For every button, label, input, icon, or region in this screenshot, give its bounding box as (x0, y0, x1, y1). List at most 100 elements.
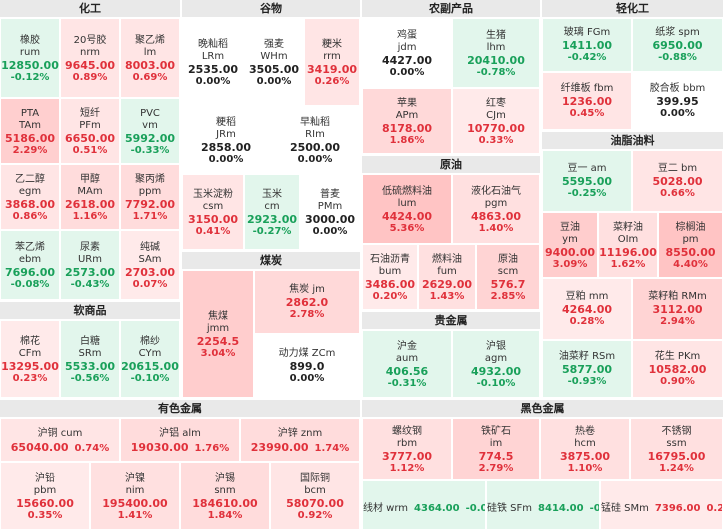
quote-cell[interactable]: 沪铜 cum 65040.00 0.74% (0, 418, 120, 462)
quote-cell[interactable]: 20号胶 nrm 9645.00 0.89% (60, 18, 120, 98)
instrument-code: rum (19, 47, 41, 58)
quote-cell[interactable]: 普麦 PMm 3000.00 0.00% (300, 174, 360, 250)
quote-cell[interactable]: 沪铅 pbm 15660.00 0.35% (0, 462, 90, 530)
quote-cell[interactable]: 棉纱 CYm 20615.00 -0.10% (120, 320, 180, 398)
instrument-name: 聚丙烯 (135, 174, 165, 185)
quote-cell[interactable]: 粳米 rrm 3419.00 0.26% (304, 18, 360, 106)
quote-cell[interactable]: 豆二 bm 5028.00 0.66% (632, 150, 723, 212)
quote-cell[interactable]: 花生 PKm 10582.00 0.90% (632, 340, 723, 398)
quote-cell[interactable]: PTA TAm 5186.00 2.29% (0, 98, 60, 164)
quote-cell[interactable]: 液化石油气 pgm 4863.00 1.40% (452, 174, 540, 244)
quote-cell[interactable]: 燃料油 fum 2629.00 1.43% (418, 244, 476, 310)
instrument-name: 沪银 (486, 341, 506, 352)
quote-cell[interactable]: 螺纹钢 rbm 3777.00 1.12% (362, 418, 452, 480)
quote-cell[interactable]: 玉米淀粉 csm 3150.00 0.41% (182, 174, 244, 250)
change-percent: 0.00% (660, 108, 695, 119)
quote-cell[interactable]: 原油 scm 576.7 2.85% (476, 244, 540, 310)
quote-cell[interactable]: 鸡蛋 jdm 4427.00 0.00% (362, 18, 452, 88)
last-price: 9400.00 (544, 246, 596, 259)
last-price: 20410.00 (467, 54, 525, 67)
quote-cell[interactable]: 不锈钢 ssm 16795.00 1.24% (630, 418, 723, 480)
quote-cell[interactable]: 硅铁 SFm 8414.00 -0.14% (486, 480, 600, 530)
quote-cell[interactable]: 石油沥青 bum 3486.00 0.20% (362, 244, 418, 310)
last-price: 58070.00 (286, 497, 344, 510)
quote-cell[interactable]: 纤维板 fbm 1236.00 0.45% (542, 72, 632, 130)
quote-cell[interactable]: 尿素 URm 2573.00 -0.43% (60, 230, 120, 300)
quote-cell[interactable]: 线材 wrm 4364.00 -0.09% (362, 480, 486, 530)
quote-cell[interactable]: 强麦 WHm 3505.00 0.00% (244, 18, 304, 106)
quote-cell[interactable]: 铁矿石 im 774.5 2.79% (452, 418, 540, 480)
quote-cell[interactable]: 纯碱 SAm 2703.00 0.07% (120, 230, 180, 300)
quote-cell[interactable]: 沪锡 snm 184610.00 1.84% (180, 462, 270, 530)
change-percent: -0.78% (476, 67, 516, 78)
change-percent: -0.25% (567, 188, 607, 199)
quote-cell[interactable]: 沪镍 nim 195400.00 1.41% (90, 462, 180, 530)
quote-cell[interactable]: 菜籽油 OIm 11196.00 1.62% (598, 212, 658, 278)
quote-cell[interactable]: 豆粕 mm 4264.00 0.28% (542, 278, 632, 340)
instrument-code: agm (484, 353, 508, 364)
quote-cell[interactable]: PVC vm 5992.00 -0.33% (120, 98, 180, 164)
instrument-name: 纸浆 spm (655, 27, 700, 38)
quote-cell[interactable]: 玻璃 FGm 1411.00 -0.42% (542, 18, 632, 72)
quote-cell[interactable]: 热卷 hcm 3875.00 1.10% (540, 418, 630, 480)
quote-cell[interactable]: 橡胶 rum 12850.00 -0.12% (0, 18, 60, 98)
quote-cell[interactable]: 焦炭 jm 2862.0 2.78% (254, 270, 360, 334)
quote-cell[interactable]: 棉花 CFm 13295.00 0.23% (0, 320, 60, 398)
quote-cell[interactable]: 国际铜 bcm 58070.00 0.92% (270, 462, 360, 530)
quote-cell[interactable]: 乙二醇 egm 3868.00 0.86% (0, 164, 60, 230)
change-percent: 3.04% (200, 348, 236, 359)
quote-cell[interactable]: 白糖 SRm 5533.00 -0.56% (60, 320, 120, 398)
quote-cell[interactable]: 聚乙烯 lm 8003.00 0.69% (120, 18, 180, 98)
instrument-name: 纯碱 (140, 242, 160, 253)
change-percent: 0.20% (372, 291, 408, 302)
quote-cell[interactable]: 苹果 APm 8178.00 1.86% (362, 88, 452, 154)
instrument-name: 棕榈油 (675, 222, 706, 233)
quote-cell[interactable]: 豆一 am 5595.00 -0.25% (542, 150, 632, 212)
quote-cell[interactable]: 早籼稻 RIm 2500.00 0.00% (270, 106, 360, 174)
quote-cell[interactable]: 晚籼稻 LRm 2535.00 0.00% (182, 18, 244, 106)
quote-cell[interactable]: 粳稻 JRm 2858.00 0.00% (182, 106, 270, 174)
quote-cell[interactable]: 锰硅 SMm 7396.00 0.27% (600, 480, 723, 530)
instrument-code: egm (18, 186, 42, 197)
quote-cell[interactable]: 沪铝 alm 19030.00 1.76% (120, 418, 240, 462)
quote-cell[interactable]: 沪金 aum 406.56 -0.31% (362, 330, 452, 398)
quote-cell[interactable]: 短纤 PFm 6650.00 0.51% (60, 98, 120, 164)
quote-cell[interactable]: 纸浆 spm 6950.00 -0.88% (632, 18, 723, 72)
quote-cell[interactable]: 焦煤 jmm 2254.5 3.04% (182, 270, 254, 398)
quote-cell[interactable]: 油菜籽 RSm 5877.00 -0.93% (542, 340, 632, 398)
last-price: 65040.00 (10, 441, 69, 454)
last-price: 774.5 (478, 450, 514, 463)
change-percent: 3.09% (552, 259, 588, 270)
last-price: 3875.00 (559, 450, 611, 463)
instrument-name: 苯乙烯 (15, 242, 45, 253)
quote-cell[interactable]: 玉米 cm 2923.00 -0.27% (244, 174, 300, 250)
instrument-code: OIm (617, 234, 639, 245)
instrument-code: pm (682, 234, 699, 245)
quote-cell[interactable]: 沪银 agm 4932.00 -0.10% (452, 330, 540, 398)
quote-cell[interactable]: 胶合板 bbm 399.95 0.00% (632, 72, 723, 130)
instrument-code: URm (77, 254, 102, 265)
last-price: 2703.00 (124, 266, 176, 279)
last-price: 5028.00 (652, 175, 703, 188)
change-percent: 1.74% (314, 443, 350, 454)
last-price: 6650.00 (64, 132, 116, 145)
quote-cell[interactable]: 棕榈油 pm 8550.00 4.40% (658, 212, 723, 278)
last-price: 1236.00 (561, 95, 613, 108)
quote-cell[interactable]: 动力煤 ZCm 899.0 0.00% (254, 334, 360, 398)
last-price: 2923.00 (246, 213, 298, 226)
quote-cell[interactable]: 菜籽粕 RMm 3112.00 2.94% (632, 278, 723, 340)
section-header: 贵金属 (362, 312, 540, 329)
instrument-name: 硅铁 SFm (487, 503, 533, 514)
quote-cell[interactable]: 低硫燃料油 lum 4424.00 5.36% (362, 174, 452, 244)
quote-cell[interactable]: 豆油 ym 9400.00 3.09% (542, 212, 598, 278)
last-price: 11196.00 (599, 246, 657, 259)
quote-cell[interactable]: 聚丙烯 ppm 7792.00 1.71% (120, 164, 180, 230)
quote-cell[interactable]: 生猪 lhm 20410.00 -0.78% (452, 18, 540, 88)
last-price: 2500.00 (289, 141, 341, 154)
change-percent: 0.74% (74, 443, 110, 454)
quote-cell[interactable]: 红枣 CJm 10770.00 0.33% (452, 88, 540, 154)
quote-cell[interactable]: 沪锌 znm 23990.00 1.74% (240, 418, 360, 462)
quote-cell[interactable]: 苯乙烯 ebm 7696.00 -0.08% (0, 230, 60, 300)
quote-cell[interactable]: 甲醇 MAm 2618.00 1.16% (60, 164, 120, 230)
